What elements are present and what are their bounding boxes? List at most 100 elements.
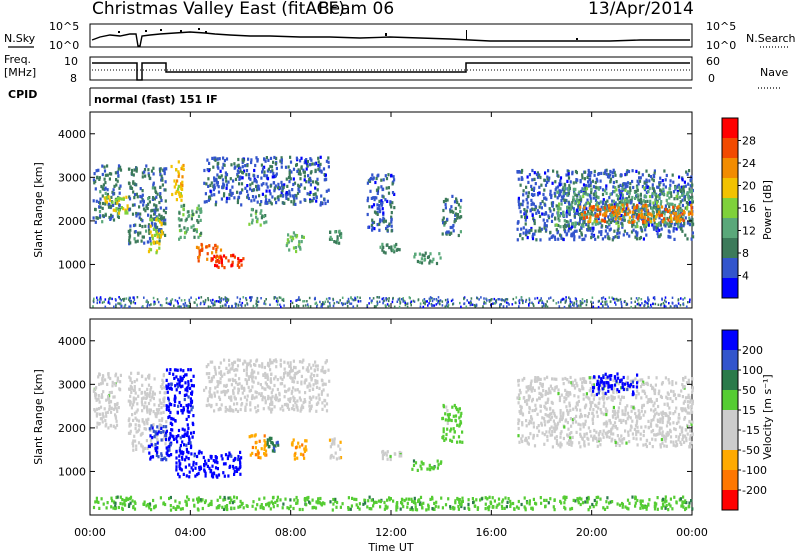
power-cell [327, 160, 330, 164]
power-cell [681, 212, 684, 216]
power-cell [182, 167, 185, 171]
power-cell [159, 220, 162, 224]
velocity-cell [292, 395, 295, 399]
power-cell [150, 209, 153, 213]
power-cell [221, 166, 224, 170]
velocity-cell [113, 403, 117, 407]
power-cell [644, 207, 647, 211]
velocity-cell [156, 438, 159, 442]
power-cell [525, 231, 528, 235]
power-cell [651, 223, 654, 227]
power-cell [239, 297, 241, 301]
power-cell [567, 220, 570, 224]
power-cell [562, 297, 564, 301]
velocity-cell [394, 452, 397, 456]
power-cell [305, 167, 308, 171]
power-cell [180, 228, 183, 232]
power-cell [306, 164, 309, 168]
power-cell [246, 193, 250, 197]
power-cell [662, 192, 665, 196]
velocity-cell [185, 393, 188, 397]
power-cell [548, 237, 551, 241]
power-cell [446, 230, 449, 234]
power-cell [273, 186, 276, 190]
velocity-cell [452, 414, 455, 418]
power-cell [625, 172, 628, 176]
velocity-cell [145, 405, 149, 409]
power-cell [615, 211, 618, 215]
velocity-cell [190, 391, 193, 395]
velocity-cell [285, 390, 288, 394]
power-cell [683, 198, 686, 202]
power-cell [309, 305, 312, 308]
power-cell [534, 182, 537, 186]
velocity-cell [310, 366, 313, 370]
power-cell [387, 173, 390, 177]
freq-label-2: [MHz] [4, 66, 36, 79]
power-cell [177, 302, 179, 305]
power-cell [653, 218, 656, 222]
power-cell [663, 209, 666, 213]
power-ytick-label: 3000 [58, 171, 86, 184]
power-cell [566, 205, 569, 209]
velocity-cell [283, 384, 286, 388]
power-cell [251, 218, 254, 222]
power-cell [288, 173, 291, 177]
power-cell [605, 210, 608, 214]
power-cell [138, 216, 141, 220]
power-cell [531, 207, 534, 211]
power-cell [250, 207, 253, 212]
power-cell [525, 191, 528, 195]
power-cell [273, 174, 276, 178]
power-cell [632, 203, 635, 207]
power-cell [155, 228, 158, 233]
velocity-cell [688, 419, 691, 424]
power-cell [117, 167, 120, 171]
power-cell [579, 195, 582, 199]
velocity-cell [180, 409, 183, 413]
velocity-cell [187, 426, 190, 430]
power-cell [148, 304, 151, 307]
power-cell [587, 173, 590, 177]
power-cell [676, 190, 679, 194]
velocity-cell [215, 402, 218, 407]
velocity-cell [289, 366, 293, 370]
power-cell [638, 208, 641, 212]
power-cell [402, 297, 404, 300]
velocity-cell [559, 411, 562, 415]
power-cell [612, 168, 615, 172]
power-cell [324, 201, 327, 206]
power-cell [670, 211, 673, 215]
power-cell [154, 226, 157, 230]
power-cell [608, 206, 611, 210]
power-cell [562, 191, 565, 195]
power-cell [552, 208, 556, 212]
velocity-cell [175, 468, 178, 472]
power-cell [609, 192, 612, 196]
power-cell [638, 176, 641, 180]
velocity-cell [183, 443, 186, 447]
power-cell [186, 227, 189, 231]
power-cell [557, 217, 560, 221]
power-cell [396, 247, 399, 251]
power-cell [684, 206, 687, 210]
velocity-cell [448, 418, 451, 422]
velocity-cell [304, 439, 307, 443]
velocity-cell [420, 467, 423, 471]
power-cell [498, 298, 500, 301]
power-cell [614, 235, 617, 239]
power-cell [178, 195, 182, 199]
velocity-cell [232, 391, 235, 395]
velocity-cell [245, 371, 248, 375]
power-cell [555, 204, 558, 208]
power-cell [223, 163, 226, 167]
power-cell [134, 240, 137, 244]
power-cell [249, 187, 252, 191]
power-cell [631, 220, 634, 224]
power-cell [447, 230, 450, 234]
power-cell [178, 193, 181, 197]
velocity-cell [660, 411, 663, 415]
power-cell [114, 298, 117, 301]
velocity-cell [178, 400, 181, 405]
velocity-cell [135, 378, 139, 382]
